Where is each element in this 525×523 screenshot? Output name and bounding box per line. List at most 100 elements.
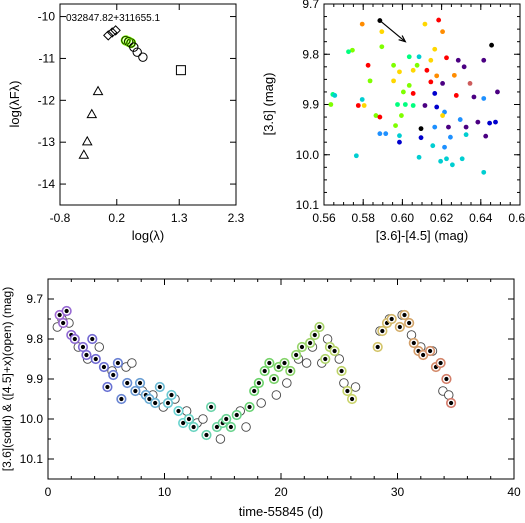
solid-point: [165, 400, 171, 406]
data-point: [422, 103, 428, 108]
solid-point: [448, 400, 454, 406]
data-point: [383, 131, 389, 137]
data-point: [397, 139, 402, 145]
lightcurve-panel: 0 10 20 30 40 9.7 9.8 9.9 10.0 10.1 time-55845 (d…: [0, 278, 521, 519]
solid-point: [247, 404, 252, 410]
data-point: [350, 47, 355, 53]
y-tick-label: -13: [38, 135, 56, 149]
open-point: [127, 358, 137, 368]
solid-point: [169, 392, 174, 398]
data-point: [400, 89, 406, 95]
solid-point: [64, 308, 69, 314]
data-point: [353, 153, 359, 159]
solid-point: [444, 376, 449, 382]
data-point: [365, 62, 371, 68]
circle-point: [132, 47, 142, 57]
solid-point: [214, 424, 220, 430]
solid-point: [72, 336, 77, 342]
triangle-point: [78, 149, 90, 159]
data-point: [459, 156, 465, 162]
solid-point: [375, 344, 380, 350]
y-tick-label: 9.7: [302, 0, 319, 11]
data-point: [442, 144, 447, 150]
sed-ylabel: log(λFλ): [7, 81, 22, 128]
solid-point: [133, 388, 138, 394]
data-point: [438, 158, 444, 164]
data-point: [434, 104, 440, 110]
data-point: [359, 21, 365, 27]
data-point: [453, 93, 459, 98]
solid-point: [428, 348, 433, 354]
lightcurve-marks: [52, 305, 457, 444]
data-point: [481, 169, 487, 175]
solid-point: [262, 368, 267, 374]
data-point: [391, 62, 396, 68]
open-point: [301, 358, 312, 368]
solid-point: [438, 360, 443, 366]
solid-point: [312, 332, 317, 338]
open-point: [271, 390, 282, 400]
solid-point: [256, 380, 261, 386]
data-point: [442, 109, 447, 115]
open-point: [94, 342, 105, 352]
data-point: [481, 57, 487, 63]
data-point: [418, 126, 424, 132]
y-tick-label: 10.1: [20, 452, 44, 466]
lightcurve-ticks: 0 10 20 30 40 9.7 9.8 9.9 10.0 10.1: [20, 278, 521, 499]
data-point: [489, 42, 494, 48]
data-point: [493, 119, 498, 125]
solid-point: [276, 364, 281, 370]
x-tick-label: 0.66: [508, 211, 525, 225]
data-point: [461, 64, 467, 70]
data-point: [495, 89, 500, 95]
y-tick-label: 9.8: [302, 47, 319, 61]
solid-point: [299, 344, 305, 350]
sed-marks: [78, 25, 186, 159]
solid-point: [153, 400, 158, 406]
solid-point: [57, 312, 62, 318]
diamond-point: [110, 25, 121, 36]
lightcurve-ylabel: [3.6](solid) & ([4.5]+x)(open) (mag): [0, 287, 14, 471]
x-tick-label: -0.8: [50, 211, 71, 225]
x-tick-label: 30: [391, 485, 405, 499]
x-tick-label: 0: [45, 485, 52, 499]
solid-point: [339, 368, 344, 374]
data-point: [377, 114, 383, 120]
data-point: [444, 55, 449, 61]
cmd-panel: 0.56 0.58 0.60 0.62 0.64 0.66 9.7 9.8 9.9 10.0 10.…: [261, 0, 525, 243]
data-point: [406, 54, 412, 60]
open-point: [241, 422, 251, 432]
sed-xlabel: log(λ): [132, 228, 165, 243]
data-point: [391, 78, 396, 84]
solid-point: [176, 408, 181, 414]
data-point: [359, 97, 365, 102]
solid-point: [421, 352, 426, 358]
circle-point: [129, 42, 139, 52]
data-point: [428, 79, 434, 85]
y-tick-label: 9.9: [26, 372, 43, 386]
data-point: [424, 67, 430, 73]
x-tick-label: 2.3: [228, 211, 245, 225]
data-point: [471, 94, 477, 100]
data-point: [410, 103, 416, 108]
solid-point: [407, 320, 412, 326]
solid-point: [288, 368, 293, 374]
solid-point: [411, 340, 416, 346]
data-point: [432, 46, 438, 52]
solid-point: [181, 420, 186, 426]
solid-point: [186, 416, 192, 422]
data-point: [406, 83, 412, 88]
open-point: [282, 378, 292, 388]
triangle-point: [92, 85, 104, 96]
diamond-point: [103, 30, 114, 41]
data-point: [432, 91, 438, 96]
solid-point: [234, 412, 239, 418]
data-point: [457, 117, 463, 122]
data-point: [373, 113, 379, 118]
data-point: [446, 124, 451, 130]
y-tick-label: 9.8: [26, 332, 43, 346]
solid-point: [115, 360, 120, 366]
data-point: [430, 143, 436, 149]
x-tick-label: 20: [274, 485, 288, 499]
x-tick-label: 10: [158, 485, 172, 499]
